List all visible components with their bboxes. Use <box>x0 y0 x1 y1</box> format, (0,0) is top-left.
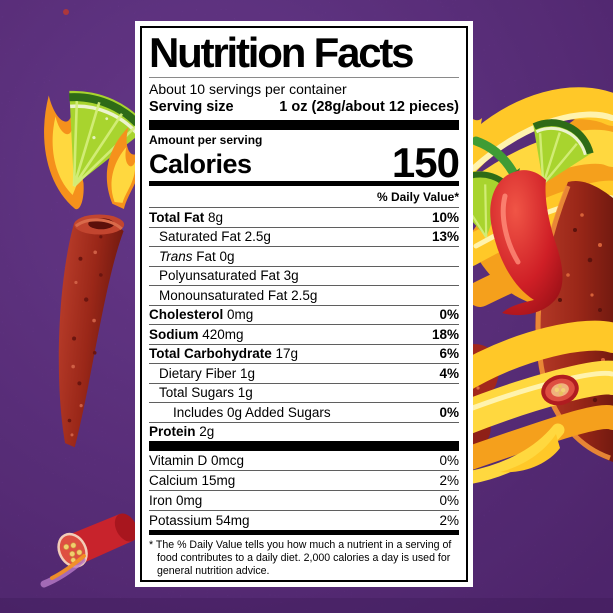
nutrient-row: Protein 2g <box>149 424 215 440</box>
vitamin-row: Calcium 15mg 2% <box>149 471 459 491</box>
nutrient-row: Total Carbohydrate 17g 6% <box>149 345 459 364</box>
servings-per-container: About 10 servings per container <box>149 81 347 97</box>
nutrient-row: Total Fat 8g 10% <box>149 208 459 228</box>
cut-chili-art <box>57 513 138 568</box>
serving-size-row: Serving size 1 oz (28g/about 12 pieces) <box>149 97 459 120</box>
medium-divider <box>149 181 459 186</box>
chili-pepper-art <box>471 136 563 316</box>
amount-per-serving-label: Amount per serving <box>149 133 263 147</box>
nutrient-row: Dietary Fiber 1g 4% <box>149 364 459 384</box>
calories-row: Calories 150 <box>149 139 460 186</box>
vitamin-row: Potassium 54mg 2% <box>149 513 459 528</box>
nutrient-row: Monounsaturated Fat 2.5g <box>149 286 459 306</box>
nutrient-row: Cholesterol 0mg 0% <box>149 306 459 325</box>
nutrient-rows: Total Fat 8g 10% Saturated Fat 2.5g 13% Tran… <box>149 208 459 441</box>
rolled-chip-flame-art <box>58 127 142 448</box>
thick-divider <box>149 441 459 451</box>
nutrient-row: Polyunsaturated Fat 3g <box>149 267 459 286</box>
calories-value: 150 <box>391 139 460 186</box>
nutrient-row: Includes 0g Added Sugars 0% <box>149 403 459 423</box>
nutrient-row: Total Sugars 1g <box>149 384 459 403</box>
serving-size-label: Serving size <box>149 99 234 115</box>
daily-value-header: % Daily Value* <box>149 186 459 208</box>
nutrient-row: Sodium 420mg 18% <box>149 325 459 345</box>
daily-value-footnote: * The % Daily Value tells you how much a… <box>149 539 452 577</box>
flame-wisp-art <box>40 554 86 588</box>
nutrient-row: Trans Fat 0g <box>149 247 459 267</box>
vitamin-row: Iron 0mg 0% <box>149 491 459 511</box>
vitamin-rows: Vitamin D 0mcg 0% Calcium 15mg 2% Iron 0mg 0%… <box>149 451 459 530</box>
serving-size-value: 1 oz (28g/about 12 pieces) <box>279 99 459 115</box>
lime-wedge-flame-art <box>44 90 149 210</box>
calories-label: Calories <box>149 149 252 179</box>
nutrition-facts-title: Nutrition Facts <box>149 30 459 78</box>
medium-divider <box>149 530 459 535</box>
nutrient-row: Saturated Fat 2.5g 13% <box>149 228 459 247</box>
chili-slice-art <box>541 374 579 406</box>
nutrition-facts-panel: Nutrition Facts About 10 servings per co… <box>135 21 473 587</box>
thick-divider <box>149 120 459 130</box>
nutrition-facts-border: Nutrition Facts About 10 servings per co… <box>140 26 468 582</box>
vitamin-row: Vitamin D 0mcg 0% <box>149 451 459 471</box>
